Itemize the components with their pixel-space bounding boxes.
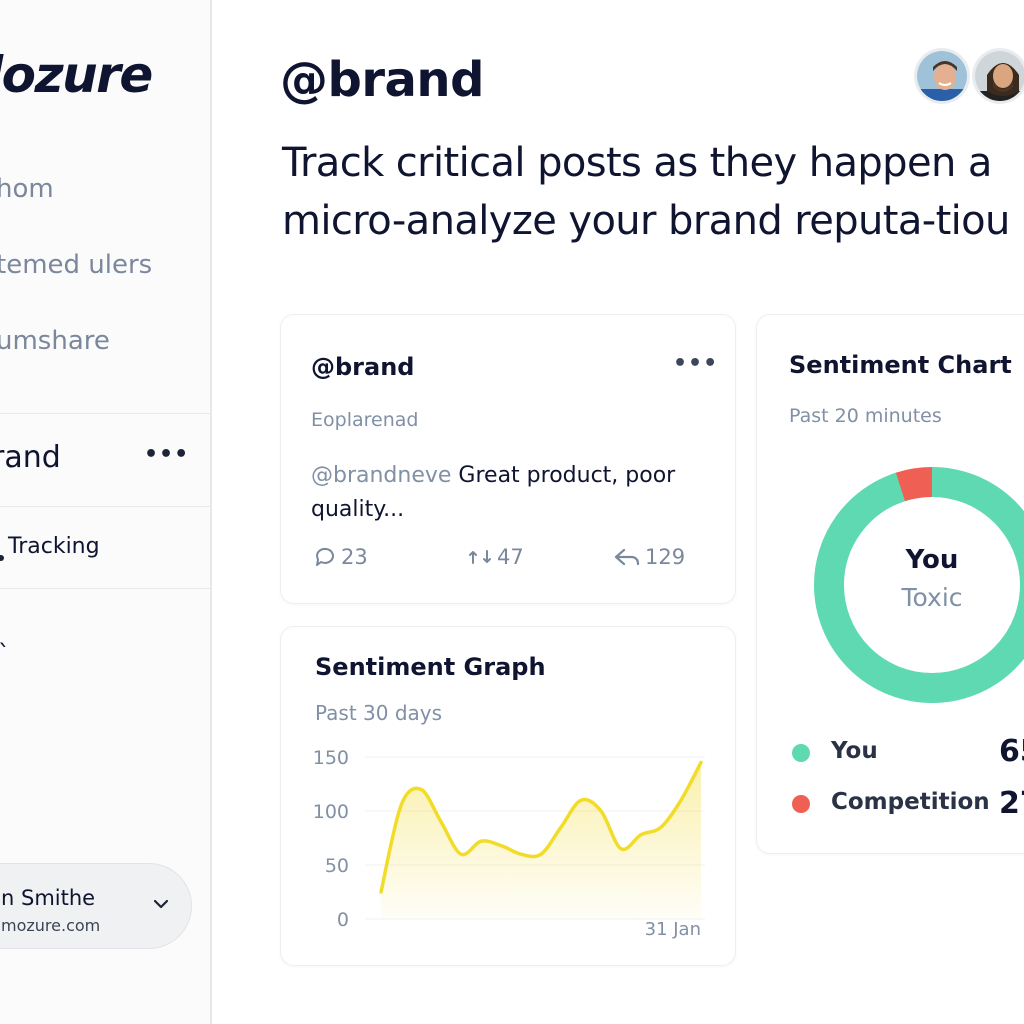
donut-center-label: You <box>905 545 959 575</box>
share-count: 129 <box>645 545 686 569</box>
retweet-stat[interactable]: 47 <box>467 545 524 569</box>
y-tick-label: 0 <box>337 909 349 931</box>
graph-subtitle: Past 30 days <box>315 701 443 725</box>
post-card[interactable]: @brand ••• Eoplarenad @brandneve Great p… <box>280 314 736 604</box>
headline-line-1: Track critical posts as they happen a <box>282 140 992 186</box>
avatar[interactable] <box>914 48 970 104</box>
sidebar-item-share[interactable]: umshare <box>0 326 110 356</box>
avatar[interactable] <box>972 48 1024 104</box>
y-tick-label: 150 <box>313 747 349 769</box>
legend-value-you: 65 <box>999 734 1024 769</box>
legend-value-competition: 27 <box>999 786 1024 821</box>
post-content: Great product, poor quality... <box>311 463 676 522</box>
collapse-marker: ` <box>0 640 10 668</box>
sidebar: lozure hom temed ulers umshare rand ••• … <box>0 0 212 1024</box>
post-author-handle[interactable]: @brand <box>311 353 415 381</box>
sentiment-line-chart: 150 100 50 0 31 Jan <box>313 747 705 940</box>
sidebar-item-tracking[interactable]: Tracking <box>8 534 100 559</box>
y-tick-label: 50 <box>325 855 349 877</box>
sidebar-divider <box>0 588 210 589</box>
retweet-icon <box>469 550 491 564</box>
chart-title: Sentiment Chart <box>789 351 1012 379</box>
sidebar-item-users[interactable]: temed ulers <box>0 250 153 280</box>
user-email: mozure.com <box>1 916 101 935</box>
post-subtitle: Eoplarenad <box>311 409 419 431</box>
sentiment-donut-chart <box>814 467 1024 703</box>
page-title: @brand <box>280 52 484 108</box>
app-logo: lozure <box>0 46 153 104</box>
sidebar-item-home[interactable]: hom <box>0 174 54 204</box>
user-name: n Smithe <box>1 886 96 910</box>
x-tick-label: 31 Jan <box>645 919 701 940</box>
more-options-icon[interactable]: ••• <box>673 351 719 376</box>
team-avatars[interactable] <box>914 48 1024 104</box>
headline-line-2: micro-analyze your brand reputa-tiou <box>282 198 1010 244</box>
graph-title: Sentiment Graph <box>315 653 546 681</box>
donut-center-sublabel: Toxic <box>901 583 963 612</box>
reply-arrow-icon <box>614 548 640 566</box>
post-text: @brandneve Great product, poor quality..… <box>311 459 711 527</box>
comment-count: 23 <box>341 545 368 569</box>
y-tick-label: 100 <box>313 801 349 823</box>
comment-icon <box>315 547 334 566</box>
sidebar-divider <box>0 413 210 414</box>
series-line <box>379 760 703 894</box>
sentiment-chart-card: Sentiment Chart Past 20 minutes You Toxi… <box>756 314 1024 854</box>
sidebar-brand-row[interactable]: rand ••• <box>0 440 204 480</box>
chart-subtitle: Past 20 minutes <box>789 405 942 427</box>
more-options-icon[interactable]: ••• <box>144 442 190 467</box>
sidebar-divider <box>0 506 210 507</box>
legend-label-you: You <box>831 738 878 764</box>
retweet-count: 47 <box>497 545 524 569</box>
share-stat[interactable]: 129 <box>613 545 685 569</box>
series-area <box>381 762 701 919</box>
sidebar-brand-label: rand <box>0 440 61 475</box>
legend-swatch-you <box>792 744 810 762</box>
comment-stat[interactable]: 23 <box>313 545 368 569</box>
tracking-icon <box>0 555 4 561</box>
legend-label-competition: Competition <box>831 789 990 815</box>
donut-slice-you <box>814 467 1024 703</box>
post-mention[interactable]: @brandneve <box>311 463 452 488</box>
chevron-down-icon[interactable] <box>151 894 171 914</box>
user-account-menu[interactable]: n Smithe mozure.com <box>0 863 192 949</box>
legend-swatch-competition <box>792 795 810 813</box>
page-headline: Track critical posts as they happen a mi… <box>282 134 1010 250</box>
sentiment-graph-card: Sentiment Graph Past 30 days 150 100 50 0 31… <box>280 626 736 966</box>
